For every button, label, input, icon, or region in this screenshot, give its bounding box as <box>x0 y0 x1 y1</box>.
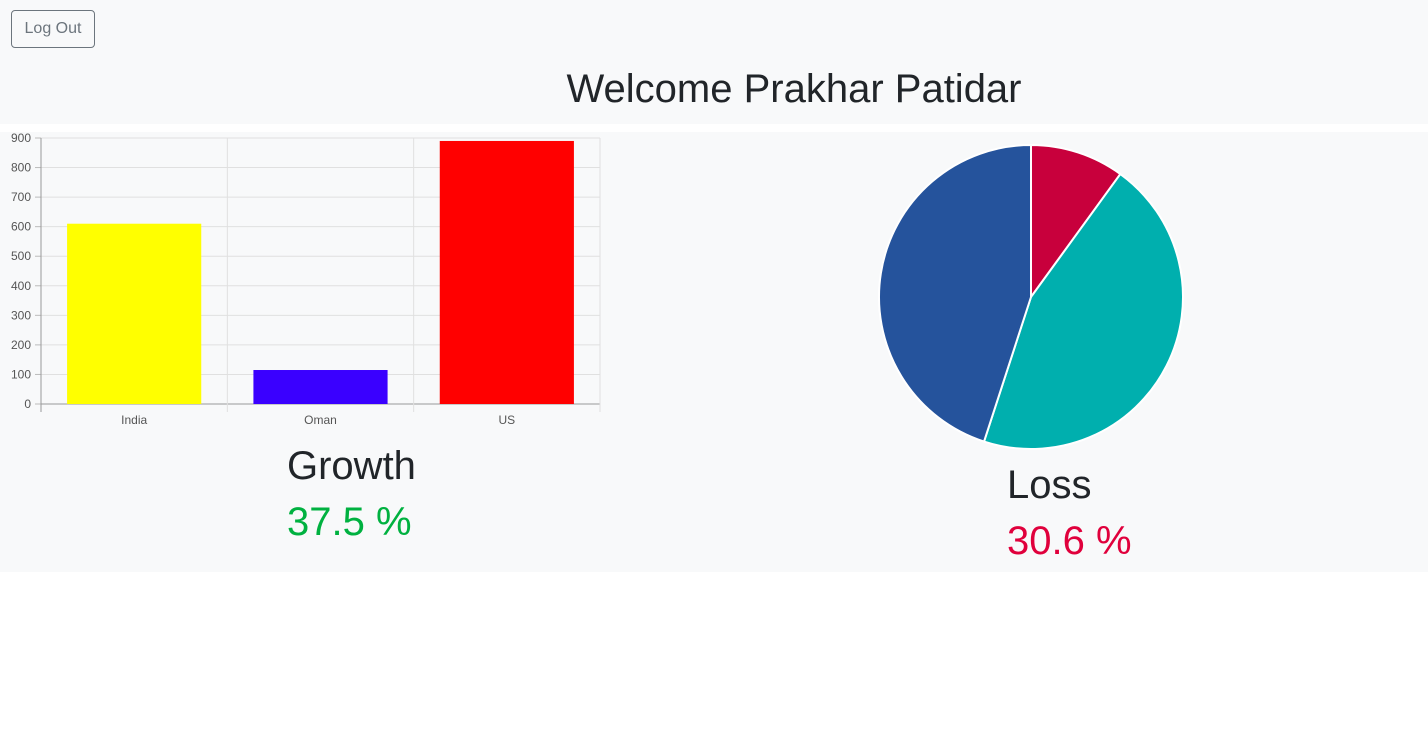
loss-value: 30.6 % <box>1007 519 1132 563</box>
y-tick-label: 600 <box>11 220 31 234</box>
bar-india[interactable] <box>67 223 202 404</box>
x-tick-label: Oman <box>304 413 337 427</box>
logout-button[interactable]: Log Out <box>11 10 95 48</box>
y-tick-label: 300 <box>11 308 31 322</box>
pie-chart <box>878 144 1185 450</box>
y-tick-label: 900 <box>11 132 31 145</box>
x-tick-label: US <box>498 413 515 427</box>
header-bar: Log Out Welcome Prakhar Patidar <box>0 0 1428 124</box>
loss-title: Loss <box>1007 463 1092 507</box>
bar-chart: 0 100 200 300 400 500 600 700 800 900 India Oman US <box>11 132 601 427</box>
y-tick-label: 700 <box>11 190 31 204</box>
y-tick-label: 200 <box>11 338 31 352</box>
growth-value: 37.5 % <box>287 500 412 544</box>
bar-us[interactable] <box>439 140 574 404</box>
y-tick-label: 400 <box>11 279 31 293</box>
y-tick-label: 100 <box>11 367 31 381</box>
pie-slice-2[interactable] <box>982 172 1185 450</box>
dashboard-panel: 0 100 200 300 400 500 600 700 800 900 India Oman US … <box>0 132 1428 572</box>
welcome-heading: Welcome Prakhar Patidar <box>566 67 1022 111</box>
x-tick-label: India <box>121 413 147 427</box>
bar-oman[interactable] <box>253 370 388 404</box>
growth-title: Growth <box>287 444 416 488</box>
y-tick-label: 500 <box>11 249 31 263</box>
pie-slice-1[interactable] <box>1030 144 1122 301</box>
pie-slice-3[interactable] <box>878 144 1032 443</box>
y-tick-label: 0 <box>24 397 31 411</box>
y-tick-label: 800 <box>11 161 31 175</box>
